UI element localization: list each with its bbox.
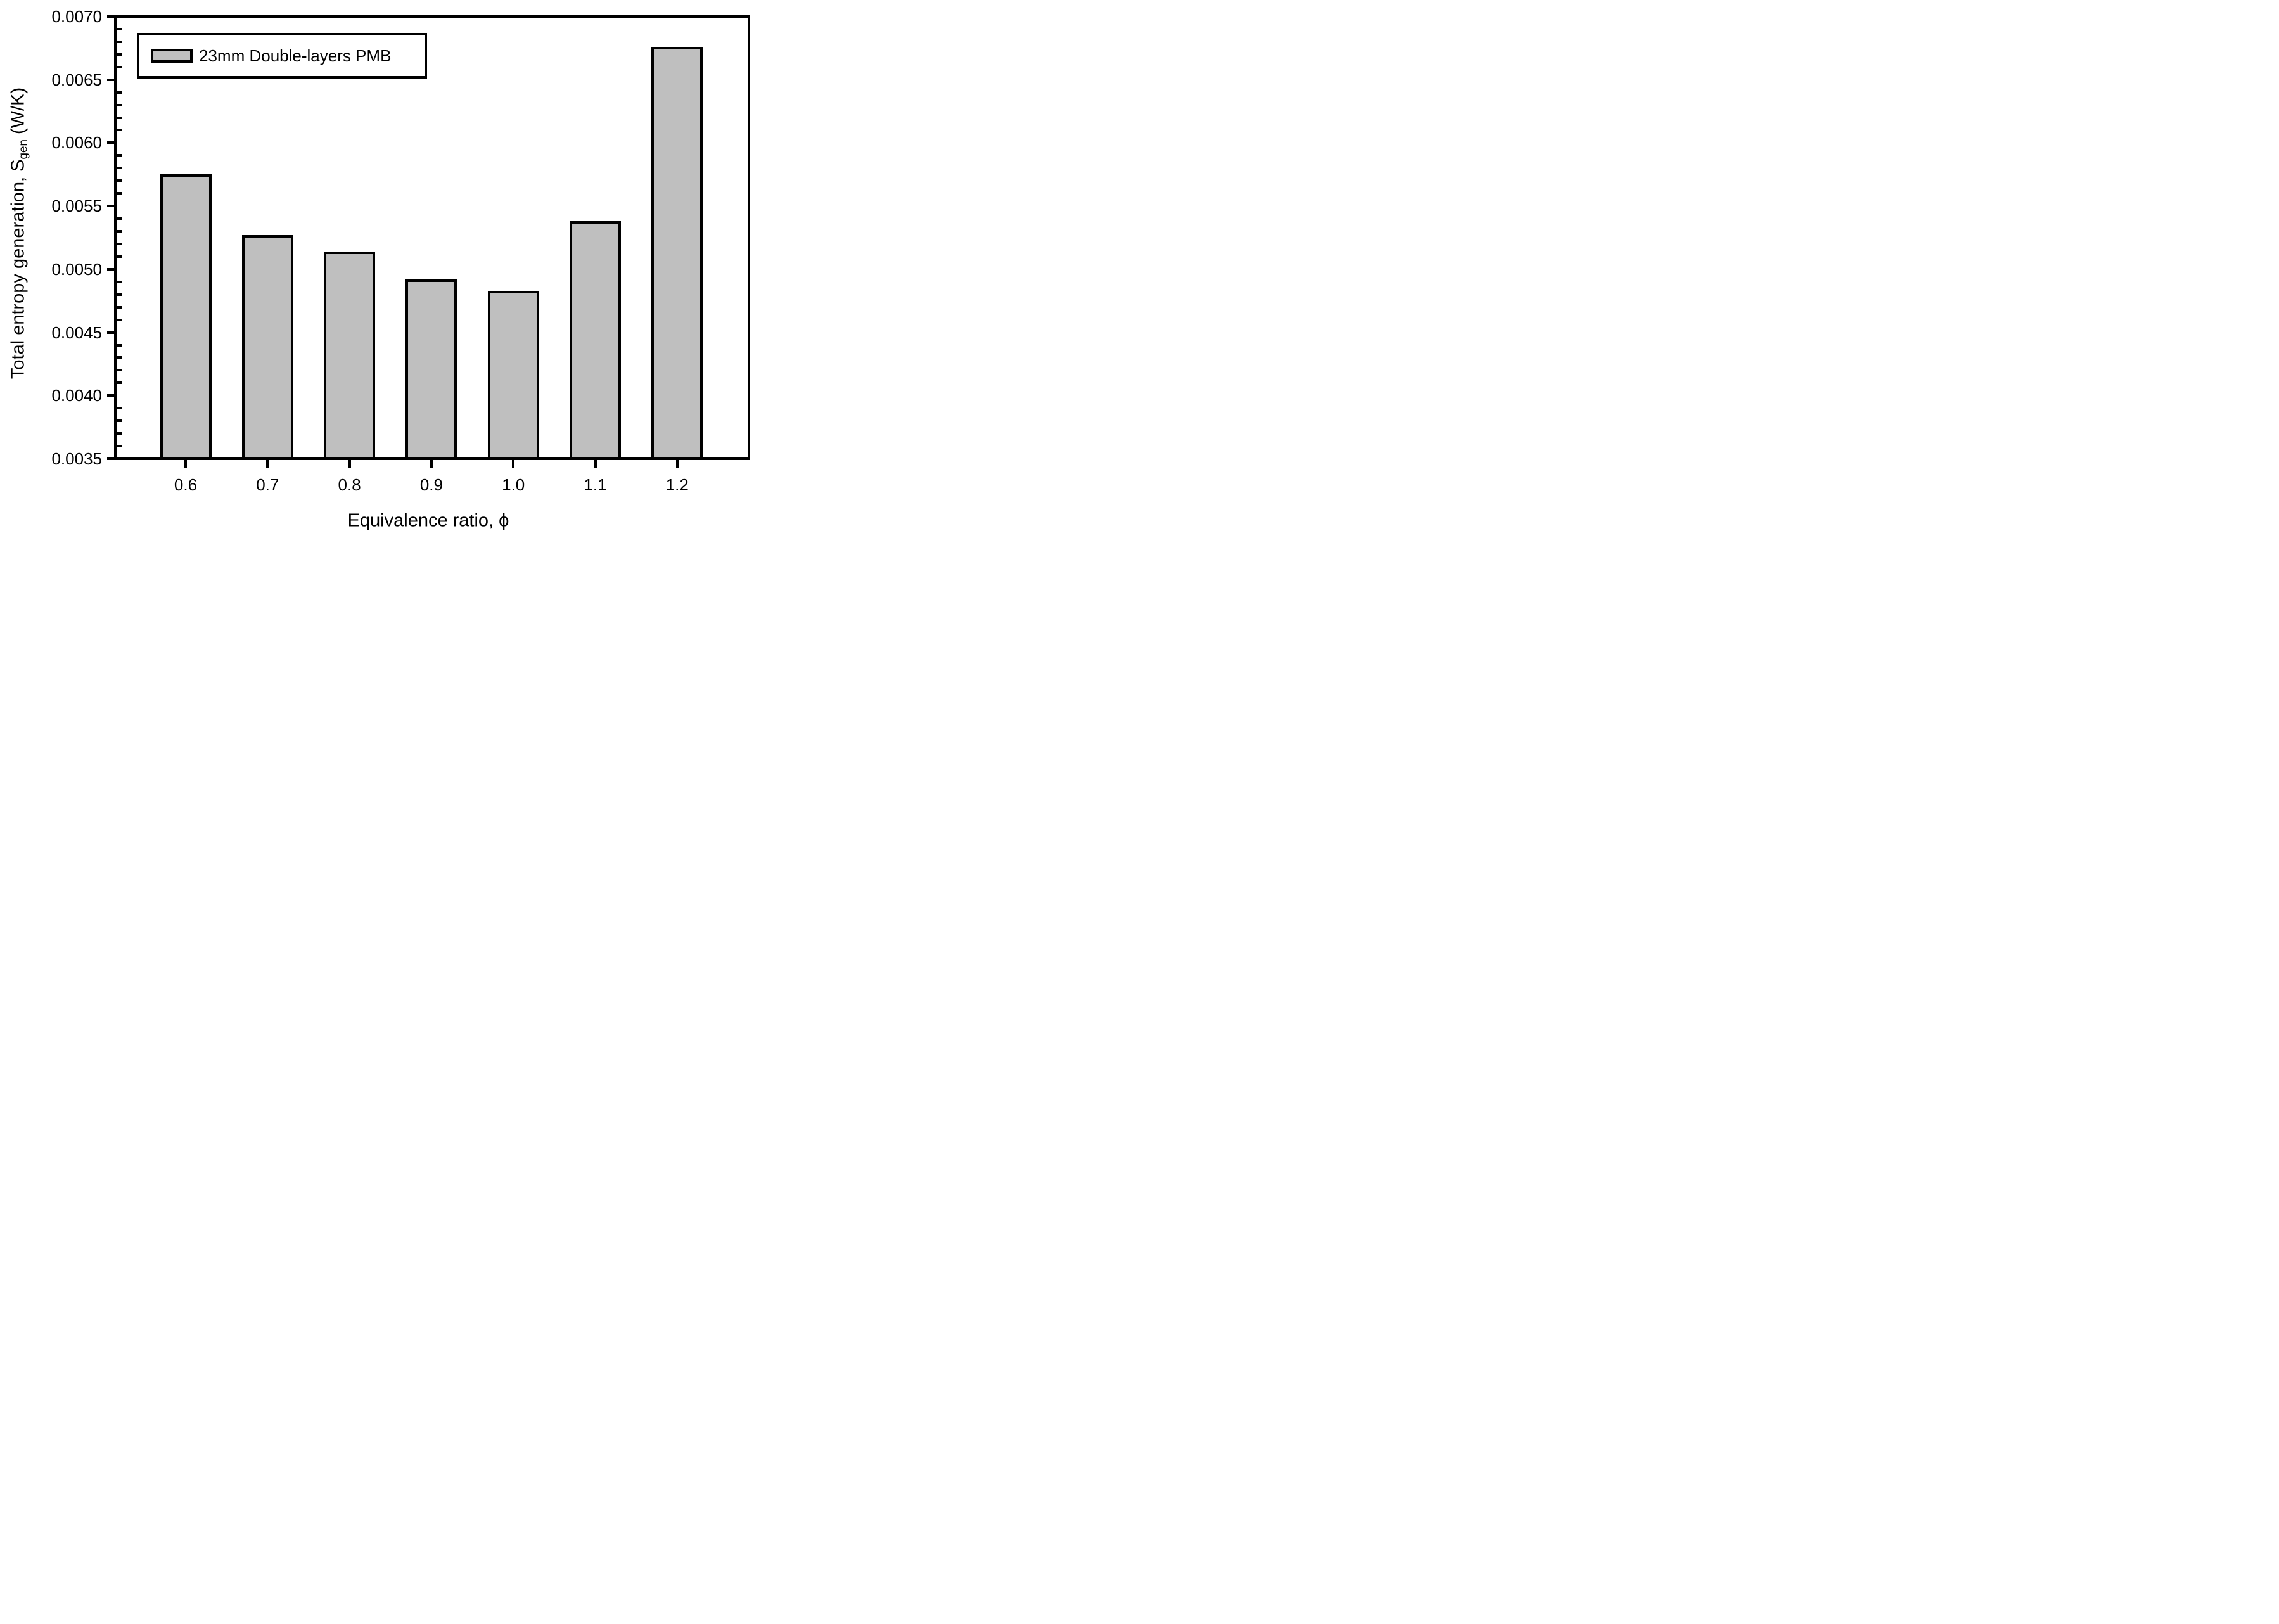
y-minor-tick <box>117 369 122 372</box>
bar-phi-0.8 <box>324 251 376 460</box>
y-minor-tick <box>117 167 122 170</box>
x-tick-label: 1.1 <box>584 475 607 494</box>
bar-phi-0.7 <box>241 235 293 460</box>
y-axis-title-prefix: Total entropy generation, S <box>8 159 29 380</box>
plot-area: 0.0070 0.0065 0.0060 0.0055 0.0050 0.0045 0.00… <box>0 0 760 541</box>
y-tick-label: 0.0050 <box>51 259 102 279</box>
legend-box: 23mm Double-layers PMB <box>137 33 427 79</box>
y-tick-label: 0.0060 <box>51 133 102 153</box>
y-minor-tick <box>117 91 122 94</box>
y-minor-tick <box>117 230 122 233</box>
chart-figure: 0.0070 0.0065 0.0060 0.0055 0.0050 0.0045 0.00… <box>0 0 760 541</box>
bar-phi-0.9 <box>405 279 457 460</box>
y-tick-label: 0.0045 <box>51 323 102 342</box>
y-minor-tick <box>117 407 122 410</box>
x-tick-label: 0.6 <box>174 475 198 494</box>
y-minor-tick <box>117 255 122 258</box>
y-minor-tick <box>117 445 122 448</box>
y-minor-tick <box>117 343 122 347</box>
bar-phi-1.0 <box>487 290 539 460</box>
y-minor-tick <box>117 154 122 157</box>
right-frame-line <box>748 15 750 460</box>
y-minor-tick <box>117 65 122 68</box>
x-major-tick <box>512 460 515 468</box>
y-minor-tick <box>117 27 122 30</box>
y-tick-label: 0.0065 <box>51 70 102 89</box>
bar-phi-1.2 <box>651 46 703 460</box>
y-major-tick <box>107 205 114 208</box>
y-minor-tick <box>117 192 122 195</box>
y-major-tick <box>107 394 114 397</box>
x-tick-label: 1.2 <box>665 475 689 494</box>
y-minor-tick <box>117 432 122 435</box>
x-major-tick <box>184 460 187 468</box>
y-minor-tick <box>117 318 122 321</box>
y-minor-tick <box>117 419 122 423</box>
y-major-tick <box>107 15 114 18</box>
top-frame-line <box>114 15 750 18</box>
y-minor-tick <box>117 129 122 132</box>
x-major-tick <box>266 460 269 468</box>
y-minor-tick <box>117 53 122 56</box>
legend-swatch-bar <box>151 49 193 63</box>
x-axis-title: Equivalence ratio, ϕ <box>347 510 509 531</box>
y-minor-tick <box>117 381 122 385</box>
legend-label: 23mm Double-layers PMB <box>199 46 392 65</box>
y-minor-tick <box>117 116 122 119</box>
y-axis-title-suffix: (W/K) <box>8 87 29 140</box>
y-major-tick <box>107 331 114 334</box>
y-minor-tick <box>117 242 122 245</box>
y-minor-tick <box>117 217 122 221</box>
y-tick-label: 0.0055 <box>51 196 102 216</box>
x-major-tick <box>675 460 679 468</box>
y-minor-tick <box>117 280 122 283</box>
y-tick-label: 0.0035 <box>51 449 102 468</box>
x-tick-label: 1.0 <box>502 475 525 494</box>
x-major-tick <box>430 460 433 468</box>
y-major-tick <box>107 457 114 460</box>
y-major-tick <box>107 267 114 271</box>
y-minor-tick <box>117 293 122 296</box>
y-minor-tick <box>117 305 122 309</box>
bar-phi-0.6 <box>160 174 212 460</box>
x-tick-label: 0.7 <box>256 475 279 494</box>
y-major-tick <box>107 141 114 144</box>
x-axis-line <box>114 457 750 460</box>
y-minor-tick <box>117 179 122 182</box>
y-major-tick <box>107 78 114 81</box>
x-major-tick <box>348 460 351 468</box>
y-minor-tick <box>117 40 122 43</box>
y-minor-tick <box>117 356 122 359</box>
y-axis-line <box>114 15 117 460</box>
y-axis-title-subscript: gen <box>16 139 30 160</box>
y-tick-label: 0.0040 <box>51 386 102 406</box>
y-tick-label: 0.0070 <box>51 7 102 26</box>
x-tick-label: 0.9 <box>419 475 443 494</box>
y-minor-tick <box>117 103 122 106</box>
y-axis-title: Total entropy generation, Sgen (W/K) <box>8 87 30 379</box>
x-major-tick <box>594 460 597 468</box>
bar-phi-1.1 <box>570 221 621 460</box>
x-tick-label: 0.8 <box>338 475 361 494</box>
